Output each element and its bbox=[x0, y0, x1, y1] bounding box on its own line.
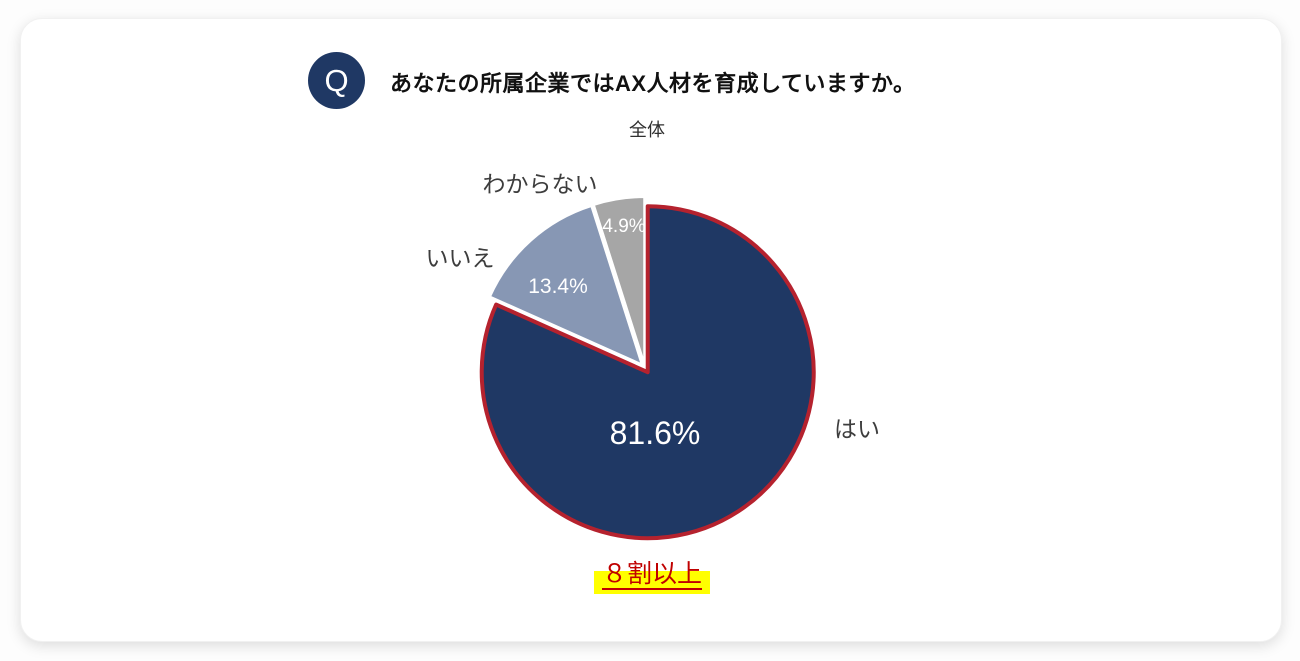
pie-slice-no bbox=[489, 205, 643, 366]
question-title: あなたの所属企業ではAX人材を育成していますか。 bbox=[390, 71, 916, 96]
question-badge-letter: Q bbox=[324, 63, 349, 98]
pie-slice-yes bbox=[479, 204, 816, 541]
pie-label-dont-know: わからない bbox=[482, 171, 598, 197]
pie-value-label-0: 81.6% bbox=[610, 415, 701, 451]
pie-value-label-1: 13.4% bbox=[528, 275, 588, 298]
annotation-highlight: ８割以上 bbox=[593, 554, 711, 594]
pie-label-yes: はい bbox=[834, 416, 880, 442]
pie-label-no: いいえ bbox=[425, 245, 495, 271]
chart-title: 全体 bbox=[629, 120, 665, 140]
question-badge: Q bbox=[308, 52, 365, 109]
pie-slice-dont-know bbox=[592, 196, 646, 365]
pie-value-label-2: 4.9% bbox=[602, 216, 645, 237]
